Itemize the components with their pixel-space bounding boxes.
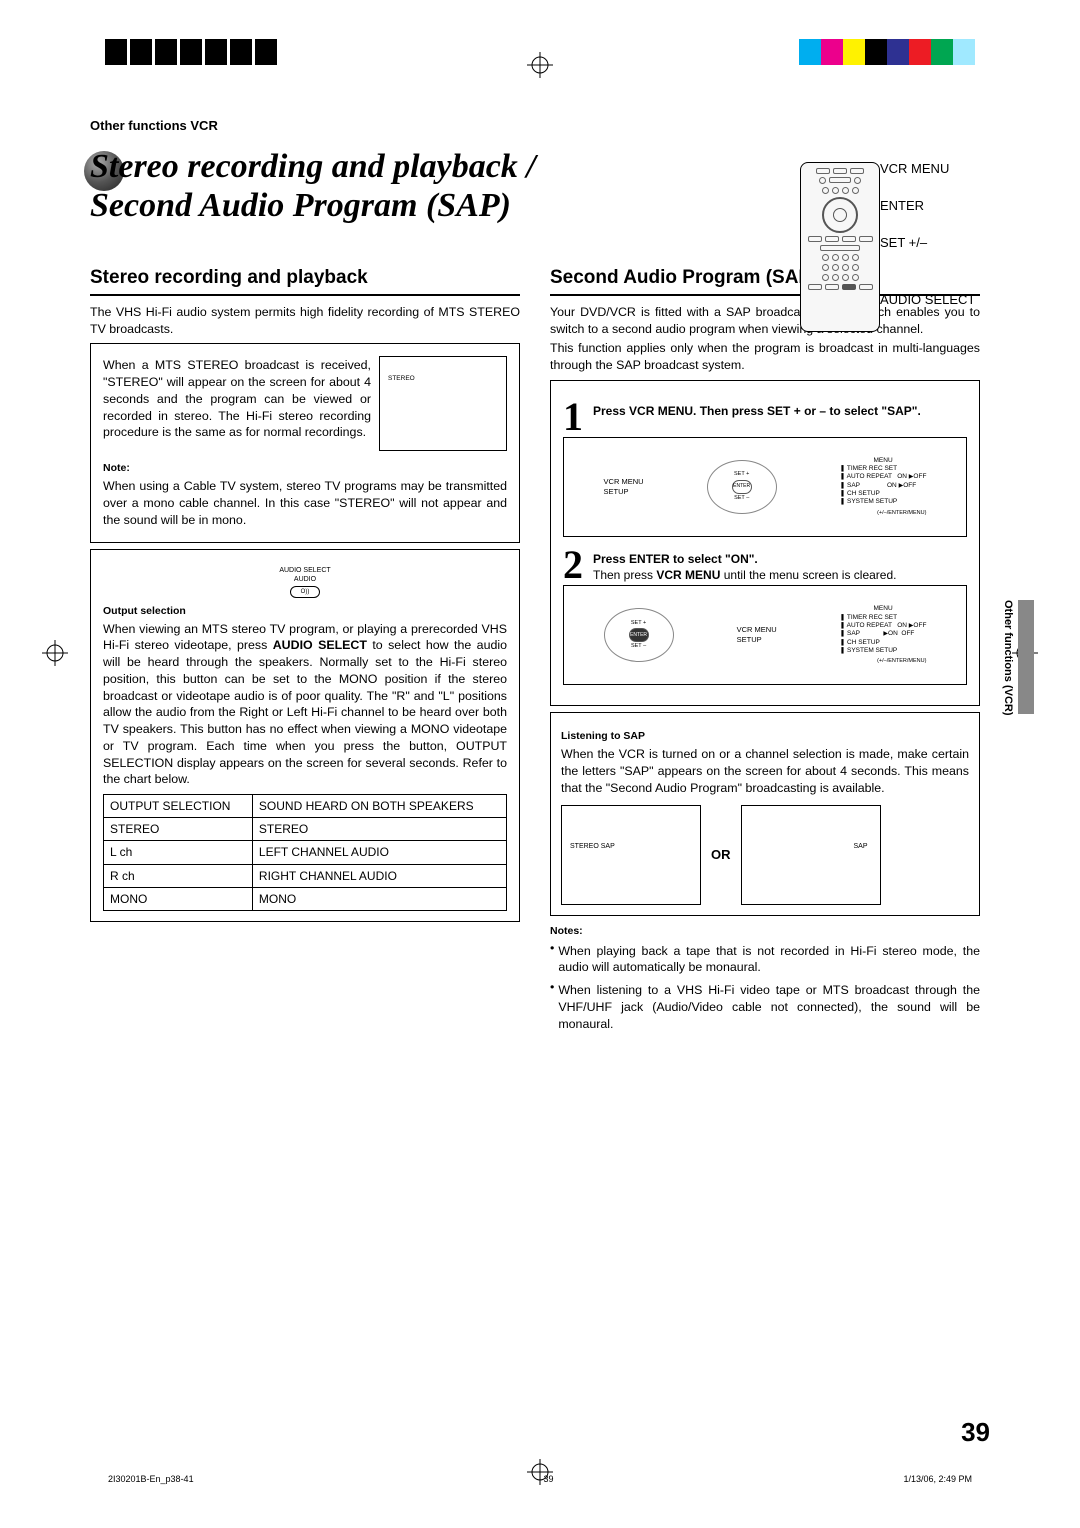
remote-label-vcrmenu: VCR MENU bbox=[880, 162, 990, 175]
crosshair-top-icon bbox=[527, 52, 553, 85]
title-line-2: Second Audio Program (SAP) bbox=[90, 186, 570, 225]
audio-select-icon: AUDIO SELECT AUDIO O)) bbox=[103, 566, 507, 598]
sap-screen-1: STEREO SAP bbox=[561, 805, 701, 905]
note-label: Note: bbox=[103, 461, 507, 475]
section-tab bbox=[1018, 600, 1034, 714]
left-intro: The VHS Hi-Fi audio system permits high … bbox=[90, 304, 520, 337]
output-box: AUDIO SELECT AUDIO O)) Output selection … bbox=[90, 549, 520, 922]
note-1: When playing back a tape that is not rec… bbox=[558, 943, 980, 976]
remote-diagram bbox=[800, 162, 880, 332]
step-2-text: Press ENTER to select "ON". bbox=[593, 547, 896, 567]
left-heading: Stereo recording and playback bbox=[90, 265, 520, 296]
title-line-1: Stereo recording and playback / bbox=[90, 147, 570, 186]
note-text: When using a Cable TV system, stereo TV … bbox=[103, 478, 507, 528]
right-column: Second Audio Program (SAP) Your DVD/VCR … bbox=[550, 265, 980, 1035]
step-1-text: Press VCR MENU. Then press SET + or – to… bbox=[593, 399, 921, 435]
right-intro2: This function applies only when the prog… bbox=[550, 340, 980, 373]
footer-right: 1/13/06, 2:49 PM bbox=[903, 1474, 972, 1484]
listening-box: Listening to SAP When the VCR is turned … bbox=[550, 712, 980, 915]
mini-remote-icon: SET + ENTER SET – bbox=[707, 460, 777, 514]
output-heading: Output selection bbox=[103, 604, 507, 618]
mini-remote-icon-2: SET + ENTER SET – bbox=[604, 608, 674, 662]
mini-screen-stereo: STEREO bbox=[379, 356, 507, 451]
step-1: 1 Press VCR MENU. Then press SET + or – … bbox=[563, 399, 967, 435]
stereo-box: STEREO When a MTS STEREO broadcast is re… bbox=[90, 343, 520, 542]
audio-select-oval: O)) bbox=[290, 586, 320, 598]
step-2-display: SET + ENTER SET – VCR MENU SETUP MENU ❚ … bbox=[563, 585, 967, 685]
left-column: Stereo recording and playback The VHS Hi… bbox=[90, 265, 520, 1035]
vcr-setup-label: VCR MENU SETUP bbox=[604, 477, 644, 497]
footer-left: 2I30201B-En_p38-41 bbox=[108, 1474, 194, 1484]
or-label: OR bbox=[711, 846, 731, 864]
page-title: Stereo recording and playback / Second A… bbox=[90, 147, 570, 225]
footer: 2I30201B-En_p38-41 39 1/13/06, 2:49 PM bbox=[108, 1474, 972, 1484]
steps-box: 1 Press VCR MENU. Then press SET + or – … bbox=[550, 380, 980, 706]
step-1-number: 1 bbox=[563, 399, 583, 435]
remote-label-enter: ENTER bbox=[880, 199, 990, 212]
step-1-display: VCR MENU SETUP SET + ENTER SET – MENU ❚ … bbox=[563, 437, 967, 537]
listening-heading: Listening to SAP bbox=[561, 729, 969, 743]
notes-heading: Notes: bbox=[550, 924, 980, 938]
notes: Notes: •When playing back a tape that is… bbox=[550, 924, 980, 1036]
remote-label-audioselect: AUDIO SELECT bbox=[880, 293, 990, 306]
remote-label-set: SET +/– bbox=[880, 236, 990, 249]
step-2-number: 2 bbox=[563, 547, 583, 583]
output-table: OUTPUT SELECTIONSOUND HEARD ON BOTH SPEA… bbox=[103, 794, 507, 911]
crosshair-left-icon bbox=[42, 640, 68, 671]
step-2: 2 Press ENTER to select "ON". Then press… bbox=[563, 547, 967, 583]
output-text: When viewing an MTS stereo TV program, o… bbox=[103, 621, 507, 788]
menu-list-1: MENU ❚ TIMER REC SET ❚ AUTO REPEAT ON ▶O… bbox=[840, 457, 927, 516]
remote-labels: VCR MENU ENTER SET +/– AUDIO SELECT bbox=[880, 162, 990, 330]
page: Other functions VCR Stereo recording and… bbox=[0, 0, 1080, 1528]
menu-list-2: MENU ❚ TIMER REC SET ❚ AUTO REPEAT ON ▶O… bbox=[840, 605, 927, 664]
audio-select-top: AUDIO SELECT bbox=[103, 566, 507, 575]
note-2: When listening to a VHS Hi-Fi video tape… bbox=[558, 982, 980, 1032]
step-2-subtext: Then press VCR MENU until the menu scree… bbox=[593, 567, 896, 583]
vcr-setup-label-2: VCR MENU SETUP bbox=[737, 625, 777, 645]
footer-mid: 39 bbox=[544, 1474, 554, 1484]
sap-screen-2: SAP bbox=[741, 805, 881, 905]
audio-select-mid: AUDIO bbox=[103, 575, 507, 584]
section-tab-label: Other functions (VCR) bbox=[1002, 600, 1014, 716]
sap-screens: STEREO SAP OR SAP bbox=[561, 805, 969, 905]
listening-text: When the VCR is turned on or a channel s… bbox=[561, 746, 969, 796]
page-number: 39 bbox=[961, 1417, 990, 1448]
breadcrumb: Other functions VCR bbox=[90, 118, 990, 133]
